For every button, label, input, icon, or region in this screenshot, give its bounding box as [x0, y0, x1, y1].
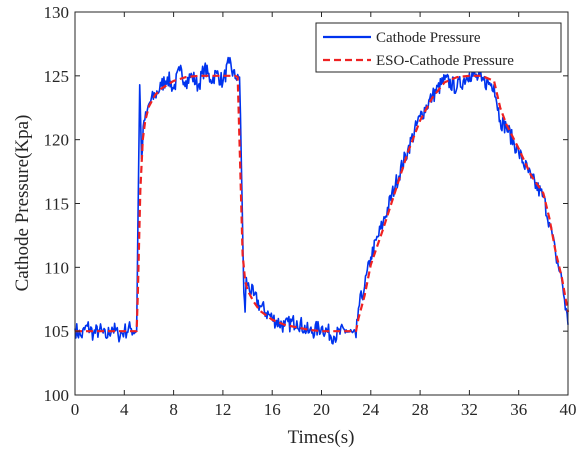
series-line-eso-cathode-pressure — [75, 74, 570, 333]
x-tick-label: 24 — [362, 400, 380, 419]
legend: Cathode Pressure ESO-Cathode Pressure — [315, 22, 562, 73]
y-tick-label: 130 — [44, 3, 70, 22]
y-tick-label: 110 — [44, 258, 69, 277]
legend-label-cathode-pressure: Cathode Pressure — [376, 30, 481, 46]
y-tick-label: 125 — [44, 67, 70, 86]
legend-label-eso-cathode-pressure: ESO-Cathode Pressure — [376, 53, 514, 69]
y-tick-label: 120 — [44, 131, 70, 150]
legend-box — [315, 22, 562, 73]
y-tick-label: 100 — [44, 386, 70, 405]
x-tick-label: 0 — [71, 400, 80, 419]
x-tick-label: 8 — [169, 400, 178, 419]
x-tick-label: 36 — [510, 400, 527, 419]
x-tick-label: 16 — [264, 400, 281, 419]
x-tick-label: 20 — [313, 400, 330, 419]
plot-lines — [74, 56, 570, 345]
x-tick-label: 32 — [461, 400, 478, 419]
x-tick-label: 28 — [412, 400, 429, 419]
y-tick-label: 115 — [44, 195, 69, 214]
y-axis-label: Cathode Pressure(Kpa) — [12, 115, 33, 292]
x-tick-label: 40 — [560, 400, 577, 419]
x-tick-label: 4 — [120, 400, 129, 419]
y-tick-label: 105 — [44, 322, 70, 341]
x-tick-label: 12 — [214, 400, 231, 419]
x-axis-label: Times(s) — [288, 427, 355, 448]
axis-ticks: 0 4 8 12 16 20 24 28 32 36 40 100 105 110 115 120 125 130 — [44, 3, 577, 419]
